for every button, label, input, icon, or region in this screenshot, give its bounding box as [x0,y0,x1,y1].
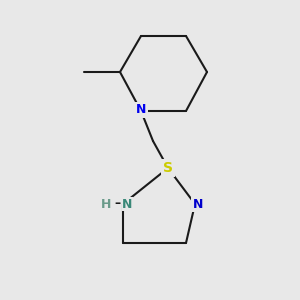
Text: N: N [122,197,133,211]
Text: S: S [163,161,173,175]
Text: N: N [136,103,146,116]
Text: N: N [193,197,203,211]
Text: –: – [114,197,120,211]
Text: H: H [101,197,112,211]
